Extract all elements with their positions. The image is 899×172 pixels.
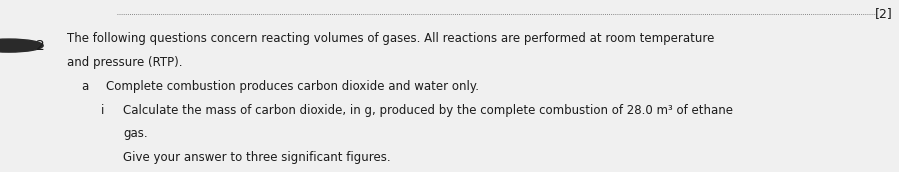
Circle shape bbox=[0, 39, 43, 52]
Text: Give your answer to three significant figures.: Give your answer to three significant fi… bbox=[123, 151, 391, 164]
Text: gas.: gas. bbox=[123, 127, 147, 140]
Text: Calculate the mass of carbon dioxide, in g, produced by the complete combustion : Calculate the mass of carbon dioxide, in… bbox=[123, 104, 734, 117]
Text: [2]: [2] bbox=[875, 7, 893, 20]
Text: i: i bbox=[101, 104, 104, 117]
Text: The following questions concern reacting volumes of gases. All reactions are per: The following questions concern reacting… bbox=[67, 32, 715, 45]
Text: and pressure (RTP).: and pressure (RTP). bbox=[67, 56, 182, 69]
Text: 2: 2 bbox=[36, 39, 45, 53]
Text: a: a bbox=[81, 80, 88, 93]
Text: Complete combustion produces carbon dioxide and water only.: Complete combustion produces carbon diox… bbox=[106, 80, 479, 93]
